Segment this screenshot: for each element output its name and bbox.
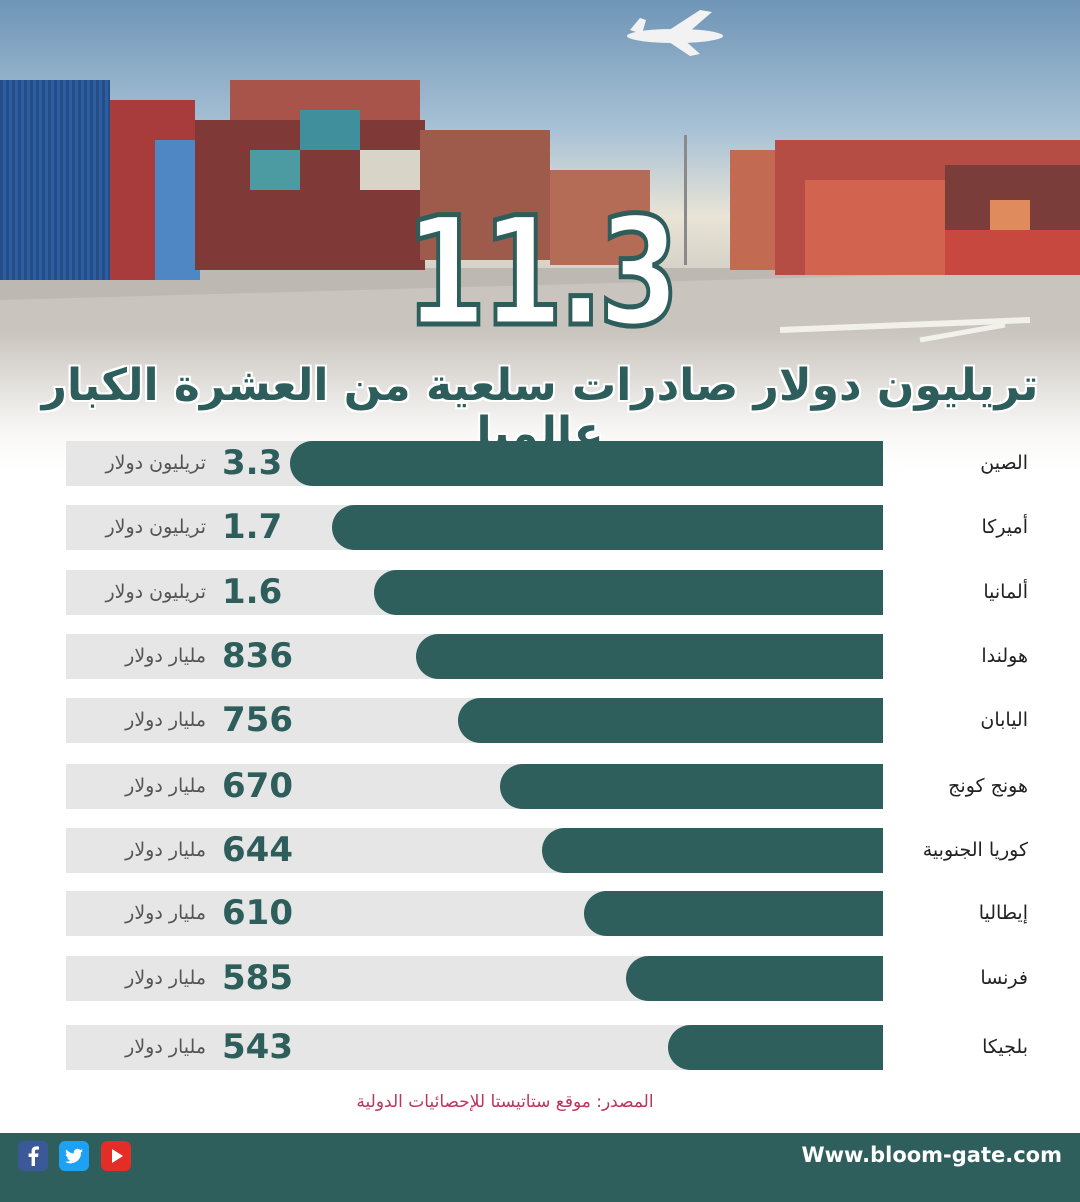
bar-unit-label: تريليون دولار: [105, 516, 206, 538]
source-note: المصدر: موقع ستاتيستا للإحصائيات الدولية: [356, 1092, 654, 1112]
bar-value-label: 1.6: [222, 572, 283, 612]
chart-row: 670 مليار دولار هونج كونج: [0, 764, 1080, 809]
category-label: إيطاليا: [978, 902, 1028, 924]
bar-value-label: 1.7: [222, 507, 283, 547]
bar: [626, 956, 883, 1001]
footer-bar: Www.bloom-gate.com: [0, 1133, 1080, 1202]
headline-subtitle: تريليون دولار صادرات سلعية من العشرة الك…: [41, 360, 1039, 460]
bar-unit-label: مليار دولار: [125, 902, 206, 924]
chart-row: 756 مليار دولار اليابان: [0, 698, 1080, 743]
category-label: الصين: [980, 452, 1028, 474]
youtube-icon[interactable]: [101, 1141, 131, 1171]
website-link[interactable]: Www.bloom-gate.com: [801, 1143, 1062, 1167]
bar-value-label: 670: [222, 766, 293, 806]
category-label: ألمانيا: [983, 581, 1028, 603]
bar: [416, 634, 883, 679]
bar-unit-label: مليار دولار: [125, 775, 206, 797]
twitter-icon[interactable]: [59, 1141, 89, 1171]
bar-unit-label: تريليون دولار: [105, 452, 206, 474]
bar: [458, 698, 883, 743]
chart-row: 1.6 تريليون دولار ألمانيا: [0, 570, 1080, 615]
bar-value-label: 610: [222, 893, 293, 933]
bar: [374, 570, 883, 615]
hero-banner: 11.3 تريليون دولار صادرات سلعية من العشر…: [0, 0, 1080, 470]
bar-unit-label: تريليون دولار: [105, 581, 206, 603]
bar-unit-label: مليار دولار: [125, 967, 206, 989]
category-label: فرنسا: [980, 967, 1028, 989]
category-label: هولندا: [981, 645, 1028, 667]
bar-value-label: 836: [222, 636, 293, 676]
bar: [668, 1025, 883, 1070]
bar-value-label: 756: [222, 700, 293, 740]
facebook-icon[interactable]: [18, 1141, 48, 1171]
bar-unit-label: مليار دولار: [125, 709, 206, 731]
chart-row: 836 مليار دولار هولندا: [0, 634, 1080, 679]
chart-row: 1.7 تريليون دولار أميركا: [0, 505, 1080, 550]
bar: [542, 828, 883, 873]
chart-row: 610 مليار دولار إيطاليا: [0, 891, 1080, 936]
bar-value-label: 644: [222, 830, 293, 870]
bar-unit-label: مليار دولار: [125, 1036, 206, 1058]
bar-unit-label: مليار دولار: [125, 839, 206, 861]
bar: [500, 764, 883, 809]
category-label: بلجيكا: [982, 1036, 1028, 1058]
bar-value-label: 3.3: [222, 443, 283, 483]
category-label: كوريا الجنوبية: [922, 839, 1028, 861]
category-label: أميركا: [981, 516, 1028, 538]
bar: [584, 891, 883, 936]
chart-row: 543 مليار دولار بلجيكا: [0, 1025, 1080, 1070]
bar-unit-label: مليار دولار: [125, 645, 206, 667]
bar-value-label: 585: [222, 958, 293, 998]
chart-row: 3.3 تريليون دولار الصين: [0, 441, 1080, 486]
category-label: هونج كونج: [948, 775, 1028, 797]
bar: [290, 441, 883, 486]
headline-total: 11.3: [403, 186, 682, 360]
bar-value-label: 543: [222, 1027, 293, 1067]
chart-row: 585 مليار دولار فرنسا: [0, 956, 1080, 1001]
bar: [332, 505, 883, 550]
category-label: اليابان: [980, 709, 1028, 731]
chart-row: 644 مليار دولار كوريا الجنوبية: [0, 828, 1080, 873]
